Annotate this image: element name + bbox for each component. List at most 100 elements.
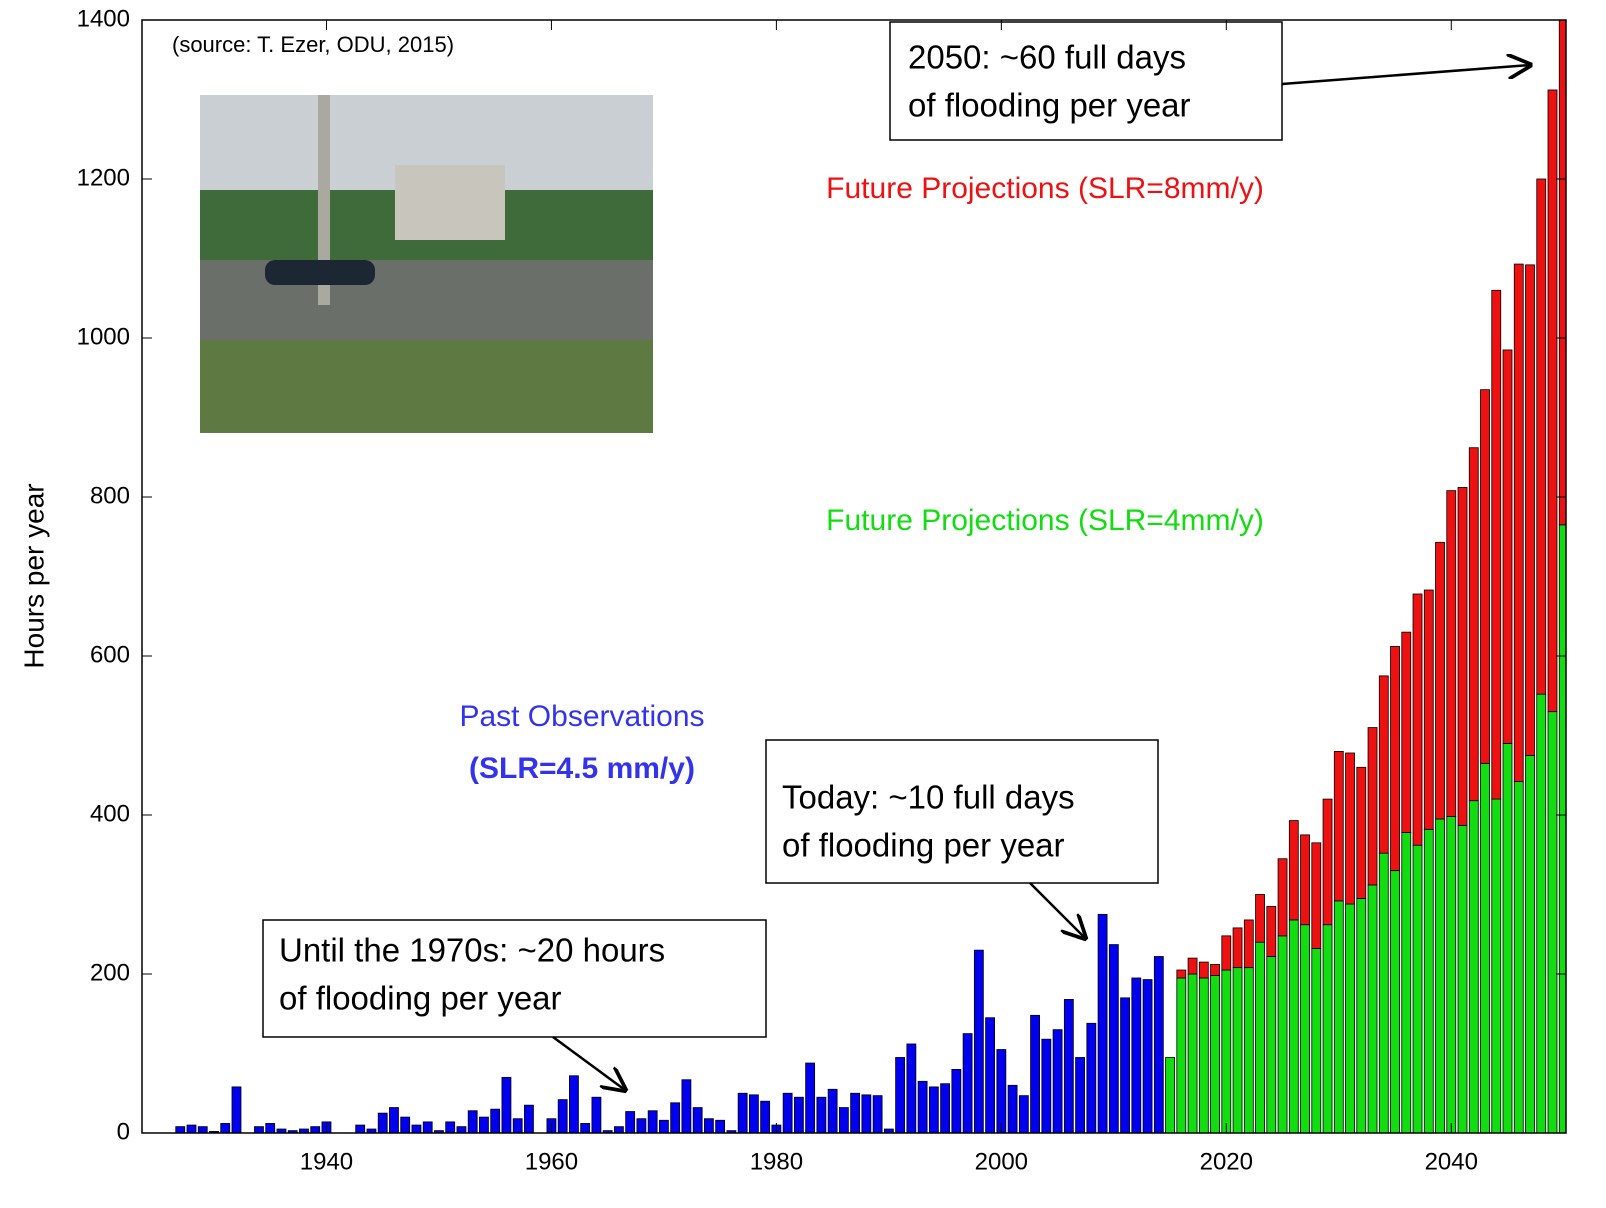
bar bbox=[850, 1092, 861, 1133]
bar bbox=[1075, 1057, 1085, 1133]
bar bbox=[299, 1128, 309, 1133]
bar bbox=[175, 1126, 186, 1133]
x-tick-label: 1980 bbox=[750, 1148, 803, 1175]
bar bbox=[647, 1110, 658, 1133]
bar bbox=[1525, 264, 1535, 756]
bar bbox=[1378, 852, 1389, 1133]
bar bbox=[1513, 263, 1524, 783]
bar bbox=[1345, 903, 1355, 1133]
bar bbox=[1435, 541, 1445, 820]
bar bbox=[1255, 941, 1265, 1133]
bar bbox=[1322, 924, 1333, 1133]
bar bbox=[1187, 973, 1198, 1133]
bar bbox=[1547, 711, 1558, 1133]
bar bbox=[1547, 89, 1558, 713]
bar bbox=[1187, 957, 1198, 975]
bar bbox=[479, 1116, 489, 1133]
bar bbox=[782, 1092, 793, 1133]
bar bbox=[636, 1118, 647, 1133]
bar bbox=[400, 1116, 411, 1133]
bar bbox=[951, 1069, 962, 1133]
bar bbox=[1536, 693, 1547, 1133]
y-tick-label: 600 bbox=[90, 641, 130, 668]
bar bbox=[1266, 906, 1277, 957]
x-tick-label: 2040 bbox=[1425, 1148, 1478, 1175]
y-tick-label: 1400 bbox=[77, 5, 130, 32]
bar bbox=[1457, 487, 1468, 826]
bar bbox=[737, 1092, 748, 1133]
bar bbox=[1131, 977, 1142, 1133]
bar bbox=[625, 1111, 636, 1133]
bar bbox=[1502, 349, 1513, 744]
annotation-box bbox=[262, 919, 767, 1038]
bar bbox=[1311, 842, 1322, 949]
bar bbox=[1480, 389, 1490, 764]
bar bbox=[1446, 816, 1457, 1133]
bar bbox=[1221, 969, 1232, 1133]
annotation: Today: ~10 full days bbox=[782, 779, 1075, 816]
bar bbox=[197, 1126, 208, 1133]
bar bbox=[704, 1118, 714, 1133]
y-axis-label: Hours per year bbox=[18, 483, 49, 668]
bar bbox=[1210, 964, 1220, 976]
bar bbox=[1097, 913, 1108, 1133]
bar bbox=[467, 1110, 478, 1133]
bar bbox=[827, 1088, 838, 1133]
bar bbox=[1345, 752, 1355, 905]
x-tick-label: 1940 bbox=[300, 1148, 353, 1175]
bar bbox=[1390, 870, 1400, 1133]
bar bbox=[614, 1126, 624, 1133]
bar bbox=[1446, 490, 1457, 817]
bar bbox=[1333, 751, 1344, 902]
bar bbox=[1120, 997, 1130, 1133]
bar bbox=[422, 1121, 433, 1133]
series-label: Past Observations bbox=[459, 700, 704, 733]
bar bbox=[816, 1096, 827, 1133]
bar bbox=[883, 1128, 894, 1133]
bar bbox=[1333, 900, 1344, 1133]
bar bbox=[231, 1086, 242, 1133]
bar bbox=[917, 1080, 928, 1133]
bar bbox=[996, 1049, 1007, 1133]
bar bbox=[1491, 289, 1502, 800]
bar bbox=[501, 1076, 512, 1133]
bar bbox=[1558, 524, 1566, 1133]
bar bbox=[985, 1017, 996, 1133]
bar bbox=[1277, 935, 1288, 1133]
y-tick-label: 0 bbox=[117, 1118, 130, 1145]
bar bbox=[1243, 967, 1254, 1133]
bar bbox=[1165, 1057, 1175, 1133]
bar bbox=[445, 1121, 456, 1133]
bar bbox=[1390, 646, 1400, 872]
bar bbox=[748, 1094, 759, 1133]
bar bbox=[557, 1099, 568, 1133]
bar bbox=[1300, 834, 1310, 926]
bar bbox=[1210, 975, 1220, 1133]
bar bbox=[872, 1095, 883, 1133]
arrow bbox=[1029, 882, 1085, 938]
bar bbox=[928, 1086, 939, 1133]
bar bbox=[1300, 924, 1310, 1133]
bar bbox=[220, 1123, 231, 1133]
bar bbox=[1198, 961, 1209, 979]
series-label: Future Projections (SLR=4mm/y) bbox=[826, 504, 1264, 537]
bar bbox=[1052, 1029, 1063, 1133]
bar bbox=[1007, 1084, 1018, 1133]
bar bbox=[591, 1096, 602, 1133]
bar bbox=[1311, 948, 1322, 1133]
arrow bbox=[1281, 65, 1530, 86]
bar bbox=[254, 1126, 264, 1133]
bar bbox=[793, 1096, 804, 1133]
bar bbox=[1356, 898, 1367, 1133]
y-tick-label: 800 bbox=[90, 482, 130, 509]
bar bbox=[1367, 727, 1378, 886]
y-tick-label: 200 bbox=[90, 959, 130, 986]
bar bbox=[1401, 631, 1412, 833]
bar bbox=[1513, 781, 1524, 1133]
y-tick-label: 1200 bbox=[77, 164, 130, 191]
series-label-detail: (SLR=4.5 mm/y) bbox=[469, 752, 695, 785]
bar bbox=[1502, 743, 1513, 1133]
annotation-box bbox=[765, 739, 1159, 884]
bar bbox=[366, 1128, 377, 1133]
